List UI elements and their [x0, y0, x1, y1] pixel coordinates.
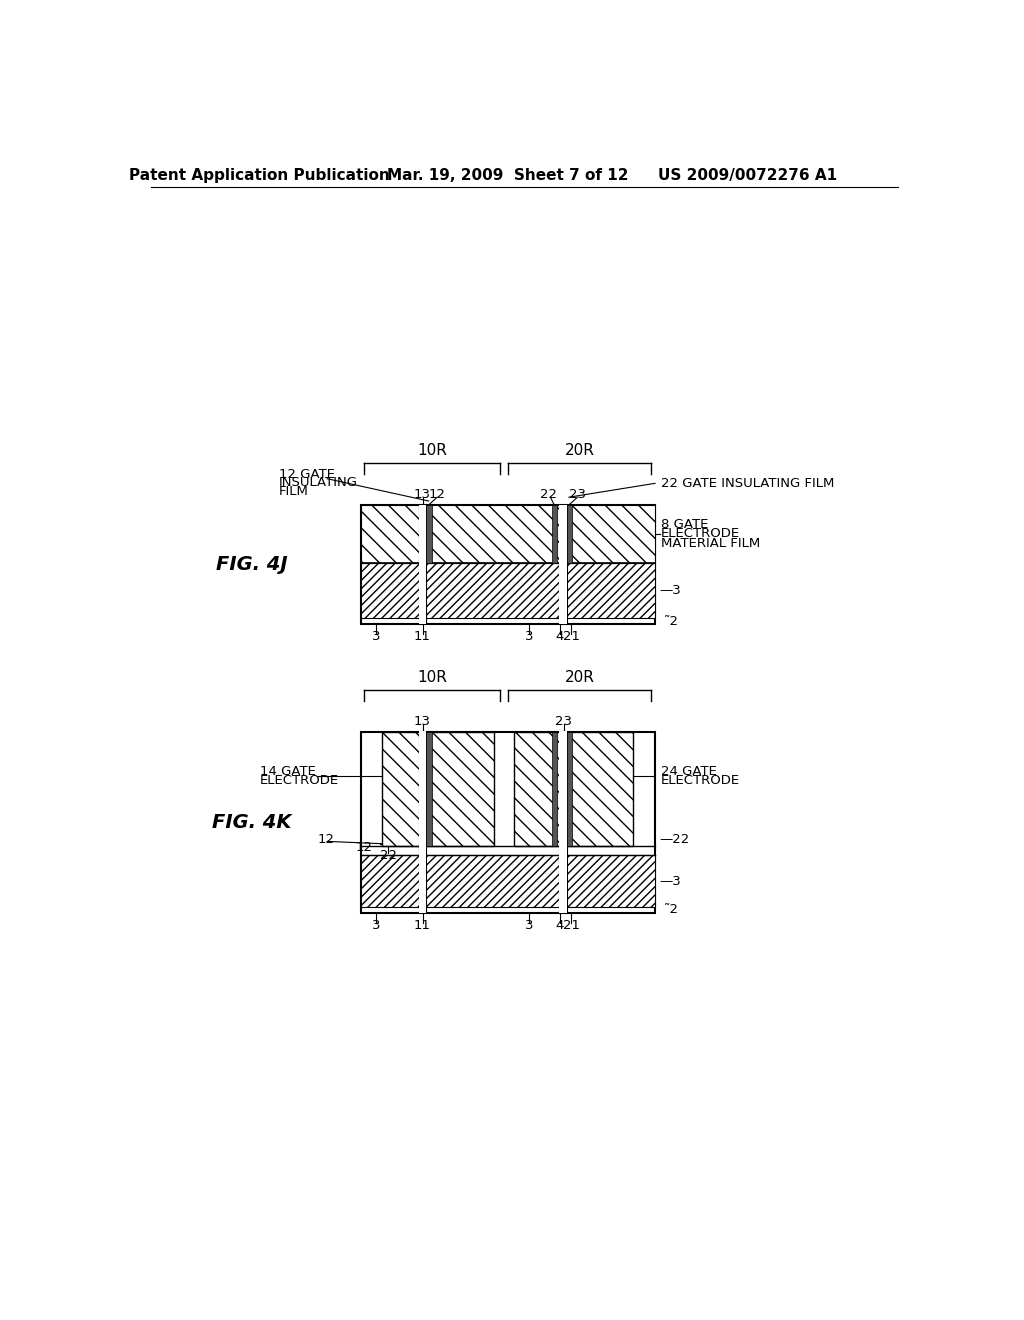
Text: 21: 21	[563, 630, 580, 643]
Text: 23: 23	[569, 487, 586, 500]
Text: 12: 12	[356, 841, 373, 854]
Text: 23: 23	[555, 714, 572, 727]
Bar	[419, 730, 426, 913]
Text: —3: —3	[658, 583, 681, 597]
Text: FILM: FILM	[280, 484, 309, 498]
Text: 14 GATE: 14 GATE	[260, 764, 315, 777]
Text: 20R: 20R	[564, 669, 594, 685]
Bar	[559, 504, 566, 624]
Text: ELECTRODE: ELECTRODE	[662, 774, 740, 787]
Text: ˜2: ˜2	[665, 615, 679, 628]
Bar	[360, 855, 655, 907]
Text: —22: —22	[658, 833, 689, 846]
Text: Mar. 19, 2009  Sheet 7 of 12: Mar. 19, 2009 Sheet 7 of 12	[387, 168, 629, 183]
Text: 3: 3	[372, 919, 380, 932]
Text: 13: 13	[414, 714, 431, 727]
Text: 11: 11	[414, 919, 431, 932]
Text: ˜2: ˜2	[665, 903, 679, 916]
Bar	[360, 733, 655, 913]
Text: 3: 3	[372, 630, 380, 643]
Text: US 2009/0072276 A1: US 2009/0072276 A1	[658, 168, 838, 183]
Text: 21: 21	[563, 919, 580, 932]
Bar	[552, 733, 557, 846]
Bar	[419, 504, 426, 624]
Text: 13: 13	[414, 487, 430, 500]
Text: 3: 3	[525, 630, 534, 643]
Text: 3: 3	[525, 919, 534, 932]
Text: ELECTRODE: ELECTRODE	[662, 527, 740, 540]
Text: 12: 12	[317, 833, 335, 846]
Bar	[552, 506, 557, 562]
Text: 22 GATE INSULATING FILM: 22 GATE INSULATING FILM	[662, 477, 835, 490]
Text: 12: 12	[429, 487, 445, 500]
Text: 11: 11	[414, 630, 431, 643]
Text: 8 GATE: 8 GATE	[662, 517, 709, 531]
Text: 24 GATE: 24 GATE	[662, 764, 717, 777]
Bar	[566, 733, 572, 846]
Bar	[360, 504, 655, 624]
Text: 22: 22	[541, 487, 557, 500]
Text: 4: 4	[555, 919, 564, 932]
Text: 4: 4	[555, 630, 564, 643]
Text: FIG. 4J: FIG. 4J	[216, 556, 288, 574]
Text: 20R: 20R	[564, 442, 594, 458]
Text: 22: 22	[380, 849, 397, 862]
Bar	[426, 733, 432, 846]
Text: FIG. 4K: FIG. 4K	[212, 813, 292, 832]
Text: 12 GATE: 12 GATE	[280, 467, 335, 480]
Bar	[566, 506, 572, 562]
Bar	[559, 730, 566, 913]
Bar	[360, 506, 655, 562]
Bar	[514, 733, 633, 846]
Text: —3: —3	[658, 875, 681, 887]
Bar	[382, 733, 494, 846]
Text: MATERIAL FILM: MATERIAL FILM	[662, 536, 761, 549]
Text: ELECTRODE: ELECTRODE	[260, 774, 339, 787]
Bar	[360, 562, 655, 618]
Text: 10R: 10R	[417, 442, 447, 458]
Bar	[426, 506, 432, 562]
Text: Patent Application Publication: Patent Application Publication	[129, 168, 390, 183]
Text: 10R: 10R	[417, 669, 447, 685]
Text: INSULATING: INSULATING	[280, 477, 358, 490]
